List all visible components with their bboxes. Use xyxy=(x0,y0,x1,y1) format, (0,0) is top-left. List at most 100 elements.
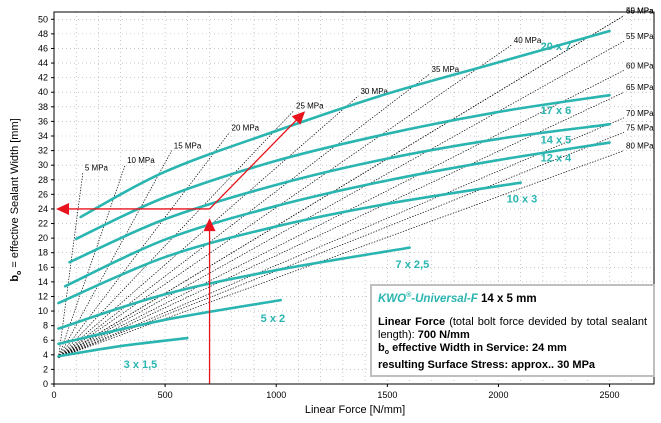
series-curve xyxy=(57,336,189,358)
y-tick-label: 50 xyxy=(38,14,48,24)
x-tick-label: 0 xyxy=(51,390,56,400)
y-tick-label: 30 xyxy=(38,160,48,170)
y-tick-label: 38 xyxy=(38,102,48,112)
x-tick-label: 1500 xyxy=(377,390,397,400)
y-tick-label: 26 xyxy=(38,189,48,199)
series-label: 5 x 2 xyxy=(261,313,285,325)
brand-mark: ® xyxy=(406,292,412,299)
iso-line-label: 10 MPa xyxy=(127,156,155,165)
iso-line-label: 75 MPa xyxy=(626,123,654,132)
bo-symbol: b xyxy=(378,341,385,354)
iso-line-label: 45 MPa xyxy=(626,7,654,16)
y-tick-label: 8 xyxy=(43,321,48,331)
iso-line-label: 70 MPa xyxy=(626,109,654,118)
y-axis-label: bo = effective Sealant Width [mm] xyxy=(9,118,23,281)
lf-value: 700 N/mm xyxy=(417,328,470,341)
example-arrows xyxy=(56,111,306,384)
series-curves xyxy=(57,29,611,358)
product-size: 14 x 5 mm xyxy=(480,292,537,305)
bo-sub: o xyxy=(384,349,390,357)
iso-line-label: 15 MPa xyxy=(174,142,202,151)
y-tick-label: 18 xyxy=(38,248,48,258)
y-tick-label: 24 xyxy=(38,204,48,214)
y-tick-label: 46 xyxy=(38,43,48,53)
y-tick-label: 22 xyxy=(38,219,48,229)
iso-line xyxy=(58,91,625,359)
x-axis-label: Linear Force [N/mm] xyxy=(305,404,405,416)
axis-ticks: 0 2 46 8 10 12 14 16 18 20 22 24 26 28 30 32 34 36 38 40 42 4… xyxy=(38,14,620,400)
arrow-width-left-head xyxy=(56,202,69,215)
iso-line-label: 80 MPa xyxy=(626,142,654,151)
iso-line xyxy=(58,70,625,359)
info-title: KWO®-Universal-F 14 x 5 mm xyxy=(378,289,647,306)
y-tick-label: 20 xyxy=(38,233,48,243)
iso-line-label: 60 MPa xyxy=(626,61,654,70)
y-tick-label: 2 xyxy=(43,364,48,374)
x-tick-label: 2000 xyxy=(488,390,508,400)
series-label: 7 x 2,5 xyxy=(396,259,430,271)
series-curve xyxy=(57,298,282,346)
iso-line-label: 5 MPa xyxy=(85,163,109,172)
y-tick-label: 42 xyxy=(38,73,48,83)
y-tick-label: 34 xyxy=(38,131,48,141)
series-label: 20 x 7 xyxy=(541,41,572,53)
info-width: bo effective Width in Service: 24 mm xyxy=(378,342,647,359)
y-tick-label: 10 xyxy=(38,306,48,316)
iso-line xyxy=(58,150,625,359)
lf-label: Linear Force xyxy=(378,315,446,328)
info-stress: resulting Surface Stress: approx.. 30 MP… xyxy=(378,359,647,372)
lf-desc: (total bolt force devided by total seala… xyxy=(378,315,647,341)
iso-line-label: 30 MPa xyxy=(360,87,388,96)
arrow-force-up-head xyxy=(203,218,216,232)
info-linear-force: Linear Force (total bolt force devided b… xyxy=(378,316,647,342)
y-tick-label: 16 xyxy=(38,262,48,272)
x-tick-label: 500 xyxy=(158,390,173,400)
iso-line-label: 25 MPa xyxy=(296,101,324,110)
y-tick-label: 44 xyxy=(38,58,48,68)
y-tick-label: 28 xyxy=(38,175,48,185)
y-tick-label: 40 xyxy=(38,87,48,97)
y-tick-label: 6 xyxy=(43,335,48,345)
plot-frame xyxy=(53,11,655,385)
arrow-to-stress-head xyxy=(291,111,306,125)
y-tick-label: 0 xyxy=(43,379,48,389)
iso-line xyxy=(58,44,512,359)
brand-name: KWO xyxy=(378,292,407,305)
product-name: -Universal-F xyxy=(411,292,478,305)
series-curve xyxy=(63,141,611,288)
x-tick-label: 1000 xyxy=(266,390,286,400)
y-tick-label: 14 xyxy=(38,277,48,287)
y-axis-label-b: b xyxy=(9,275,21,282)
series-label: 10 x 3 xyxy=(507,193,538,205)
series-curve xyxy=(68,123,611,264)
iso-line xyxy=(58,15,625,359)
arrow-to-stress xyxy=(209,116,300,210)
y-axis-label-sub: o xyxy=(16,271,23,275)
iso-line-label: 20 MPa xyxy=(232,123,260,132)
series-curve xyxy=(57,181,522,305)
bo-text: effective Width in Service: 24 mm xyxy=(389,341,567,354)
iso-line-label: 55 MPa xyxy=(626,32,654,41)
x-tick-label: 2500 xyxy=(600,390,620,400)
y-tick-label: 12 xyxy=(38,291,48,301)
series-label: 17 x 6 xyxy=(541,105,572,117)
series-labels: 3 x 1,5 5 x 2 7 x 2,5 10 x 3 12 x 4 14 x 5 17 … xyxy=(124,41,572,371)
iso-line-label: 35 MPa xyxy=(432,65,460,74)
iso-line xyxy=(58,132,230,358)
iso-line-label: 50 MPa xyxy=(626,7,654,16)
iso-line xyxy=(58,132,625,359)
iso-line-label: 40 MPa xyxy=(514,36,542,45)
y-tick-label: 32 xyxy=(38,146,48,156)
series-label: 14 x 5 xyxy=(541,134,572,146)
series-label: 12 x 4 xyxy=(541,153,572,165)
series-curve xyxy=(79,29,611,219)
y-tick-label: 36 xyxy=(38,116,48,126)
example-info-box: KWO®-Universal-F 14 x 5 mm Linear Force … xyxy=(370,284,655,377)
series-curve xyxy=(57,246,411,330)
y-tick-label: 48 xyxy=(38,29,48,39)
stress-text: resulting Surface Stress: approx.. 30 MP… xyxy=(378,359,596,372)
y-axis-label-text: = effective Sealant Width [mm] xyxy=(9,118,21,270)
iso-line-label: 65 MPa xyxy=(626,83,654,92)
series-curve xyxy=(74,93,611,241)
